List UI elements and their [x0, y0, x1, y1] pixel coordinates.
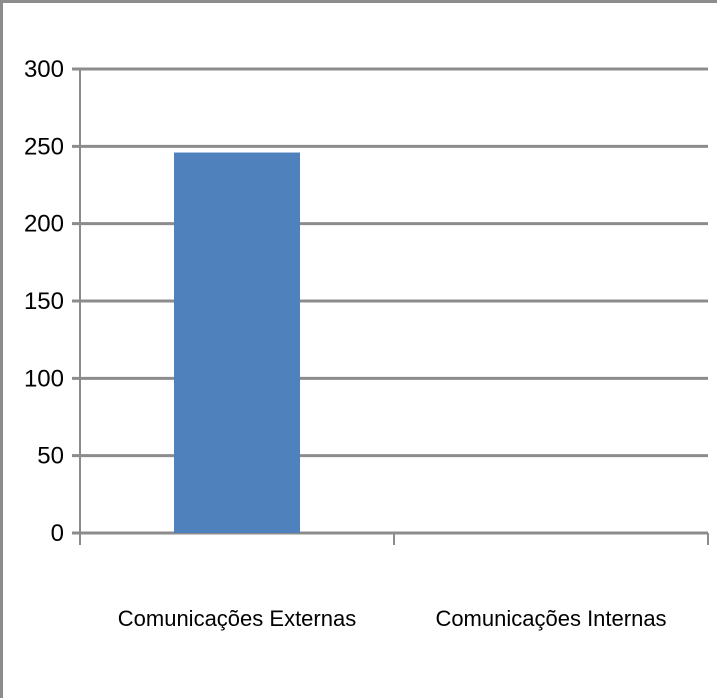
x-category-label: Comunicações Externas — [118, 606, 356, 631]
y-tick-label: 50 — [37, 443, 64, 470]
x-category-labels: Comunicações Externas Comunicações Intern… — [118, 606, 667, 631]
bars — [174, 152, 300, 533]
y-tick-label: 250 — [24, 133, 64, 160]
y-tick-label: 150 — [24, 288, 64, 315]
y-tick-label: 100 — [24, 365, 64, 392]
y-tick-labels: 0 50 100 150 200 250 300 — [24, 56, 64, 547]
bar — [174, 152, 300, 533]
axes — [79, 69, 709, 545]
gridlines — [72, 67, 708, 535]
y-tick-label: 300 — [24, 56, 64, 83]
y-tick-label: 0 — [51, 520, 64, 547]
x-category-label: Comunicações Internas — [435, 606, 666, 631]
y-tick-label: 200 — [24, 211, 64, 238]
